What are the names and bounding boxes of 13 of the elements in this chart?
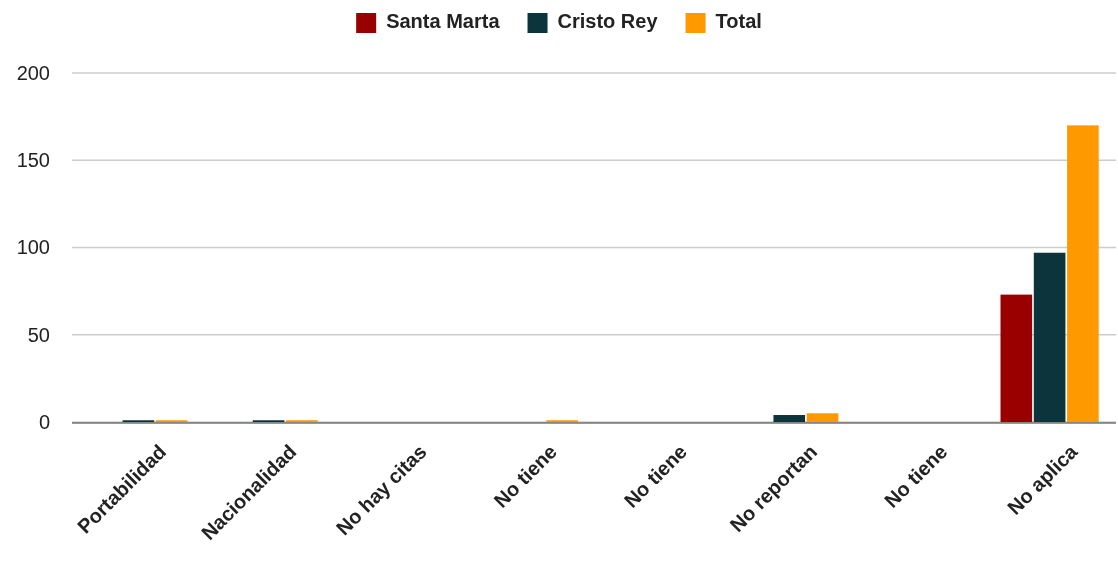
bar	[806, 413, 839, 422]
bar	[1000, 294, 1033, 422]
y-tick-label: 200	[16, 61, 50, 84]
legend-label: Santa Marta	[386, 10, 501, 32]
y-tick-label: 100	[16, 236, 50, 259]
y-tick-label: 0	[38, 410, 50, 433]
bar	[1067, 125, 1099, 422]
bar	[1033, 252, 1066, 422]
legend-label: Cristo Rey	[557, 10, 659, 32]
y-tick-label: 50	[27, 323, 50, 346]
bar	[773, 415, 806, 422]
y-tick-label: 150	[16, 149, 50, 172]
legend-label: Total	[715, 10, 762, 32]
